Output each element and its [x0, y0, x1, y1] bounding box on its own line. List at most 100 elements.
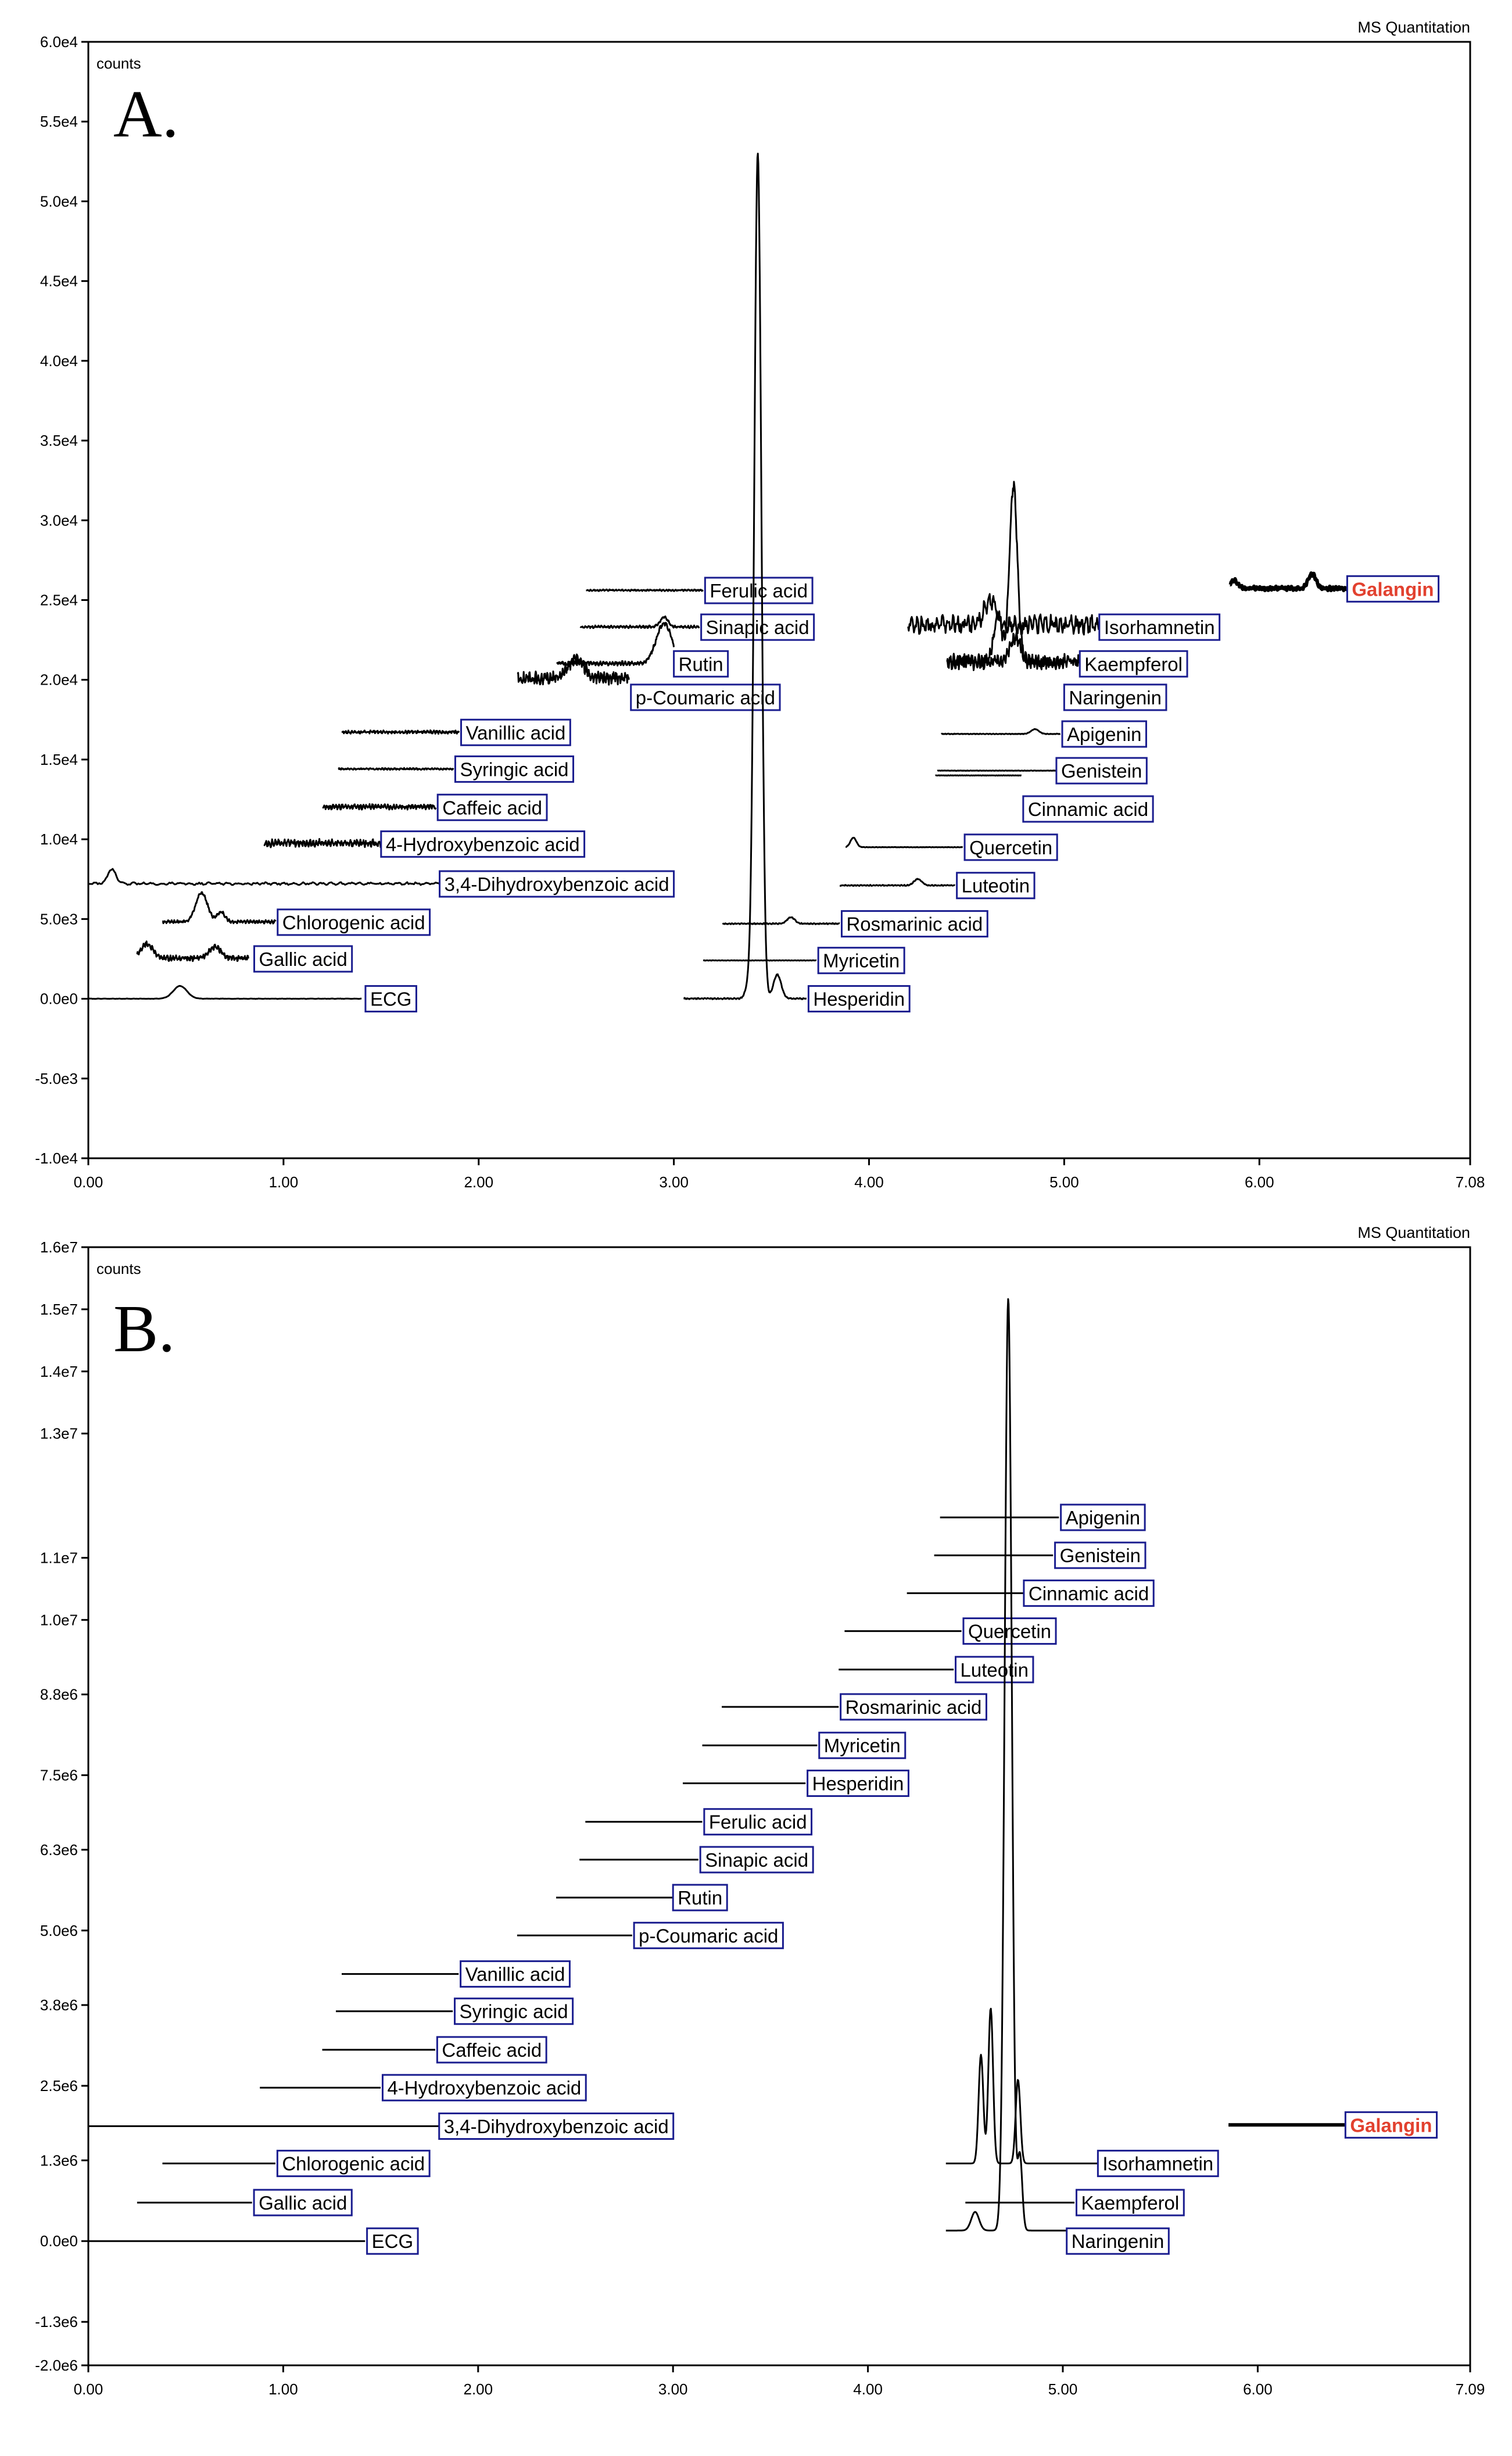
label-box: [454, 755, 575, 783]
compound-label: Rutin: [673, 650, 729, 678]
label-box: [277, 908, 431, 936]
x-tick-label: 2.00: [464, 1173, 493, 1191]
label-box: [381, 2074, 587, 2101]
trace-line: [946, 481, 1081, 671]
label-box: [366, 2227, 419, 2255]
label-box: [1346, 575, 1440, 603]
label-box: [704, 577, 814, 604]
panel-a: A. MS Quantitation counts -1.0e4 -5.0e3 0.…: [35, 19, 1485, 1191]
compound-name: Apigenin: [1066, 1507, 1140, 1528]
trace-line: [579, 615, 700, 629]
trace-line: [907, 593, 1101, 636]
x-tick-label: 1.00: [269, 1173, 299, 1191]
compound-label: Sinapic acid: [699, 1846, 814, 1874]
label-box: [1079, 650, 1188, 678]
trace-line: [845, 836, 963, 848]
label-box: [1055, 757, 1148, 785]
compound-label: p-Coumaric acid: [630, 683, 781, 711]
label-box: [1061, 720, 1148, 748]
compound-name: Caffeic acid: [442, 2039, 542, 2061]
y-tick-label: 3.8e6: [40, 1996, 78, 2014]
y-tick-label: 4.5e4: [40, 273, 78, 290]
label-box: [703, 1808, 813, 1836]
y-tick-label: 1.6e7: [40, 1238, 78, 1256]
x-tick-label: 2.00: [463, 2380, 493, 2398]
y-tick-label: 4.0e4: [40, 352, 78, 370]
trace-line: [338, 767, 454, 771]
compound-label: Cinnamic acid: [1023, 1579, 1155, 1607]
label-box: [436, 793, 548, 821]
label-box: [253, 945, 353, 973]
panel-b: B. MS Quantitation counts -2.0e6 -1.3e6 0.…: [35, 1224, 1485, 2398]
panel-label: A.: [113, 77, 179, 152]
compound-name: Vanillic acid: [465, 1964, 565, 1985]
chart-title: MS Quantitation: [1357, 19, 1470, 36]
compound-label: Hesperidin: [807, 985, 911, 1013]
label-box: [438, 2112, 675, 2140]
compound-label: Caffeic acid: [436, 2036, 547, 2064]
label-box: [460, 718, 571, 746]
y-tick-label: 0.0e0: [40, 990, 78, 1008]
compound-name: Apigenin: [1067, 724, 1141, 745]
y-tick-label: 3.5e4: [40, 432, 78, 449]
label-box: [1098, 613, 1221, 641]
trace-line: [941, 728, 1061, 735]
compound-name: ECG: [370, 989, 412, 1010]
compound-label: 4-Hydroxybenzoic acid: [381, 2074, 587, 2101]
label-box: [700, 613, 815, 641]
label-box: [1344, 2111, 1438, 2139]
label-box: [673, 650, 729, 678]
y-tick-label: 2.5e4: [40, 592, 78, 609]
compound-label: Apigenin: [1060, 1503, 1146, 1531]
trace-line: [703, 959, 817, 962]
label-box: [807, 1769, 909, 1797]
trace-line: [322, 803, 437, 811]
compound-label: p-Coumaric acid: [633, 1921, 784, 1949]
label-box: [1060, 1503, 1146, 1531]
x-tick-label: 4.00: [854, 1173, 884, 1191]
trace-line: [263, 838, 382, 848]
compound-name: Gallic acid: [259, 948, 347, 970]
compound-label: Isorhamnetin: [1098, 613, 1221, 641]
compound-label: Galangin: [1344, 2111, 1438, 2139]
compound-name: Luteotin: [962, 875, 1030, 897]
label-box: [817, 947, 905, 975]
compound-name: Isorhamnetin: [1104, 617, 1215, 638]
x-tick-label: 7.09: [1456, 2380, 1485, 2398]
compound-label: 4-Hydroxybenzoic acid: [380, 830, 586, 858]
compound-name: Sinapic acid: [706, 617, 809, 638]
compound-label: Naringenin: [1063, 683, 1167, 711]
compound-name: Isorhamnetin: [1102, 2153, 1213, 2175]
compound-label: Ferulic acid: [703, 1808, 813, 1836]
label-box: [253, 2189, 353, 2217]
compound-label: 3,4-Dihydroxybenzoic acid: [438, 2112, 675, 2140]
compound-label: Sinapic acid: [700, 613, 815, 641]
y-axis-label: counts: [96, 55, 141, 72]
label-box: [699, 1846, 814, 1874]
compound-name: Galangin: [1350, 2114, 1432, 2136]
label-box: [1054, 1541, 1146, 1569]
label-box: [807, 985, 911, 1013]
label-box: [956, 872, 1036, 900]
compound-label: Genistein: [1054, 1541, 1146, 1569]
y-tick-label: 2.0e4: [40, 671, 78, 689]
compound-name: 4-Hydroxybenzoic acid: [387, 2077, 581, 2099]
compound-name: Syringic acid: [460, 758, 568, 780]
trace-line: [839, 878, 956, 887]
label-box: [963, 833, 1058, 861]
compound-label: Rutin: [672, 1884, 728, 1911]
plot-frame: [87, 1246, 1471, 2367]
compound-name: ECG: [372, 2231, 414, 2252]
label-box: [380, 830, 586, 858]
trace-line: [683, 152, 807, 1000]
compound-label: Quercetin: [963, 833, 1058, 861]
label-box: [276, 2150, 431, 2178]
compound-label: Rosmarinic acid: [840, 1693, 987, 1721]
label-box: [364, 985, 417, 1013]
trace-line: [1228, 571, 1349, 592]
trace-line: [722, 916, 840, 925]
y-tick-label: -5.0e3: [35, 1070, 78, 1087]
x-tick-label: 3.00: [658, 2380, 688, 2398]
compound-label: Luteotin: [955, 1656, 1034, 1684]
